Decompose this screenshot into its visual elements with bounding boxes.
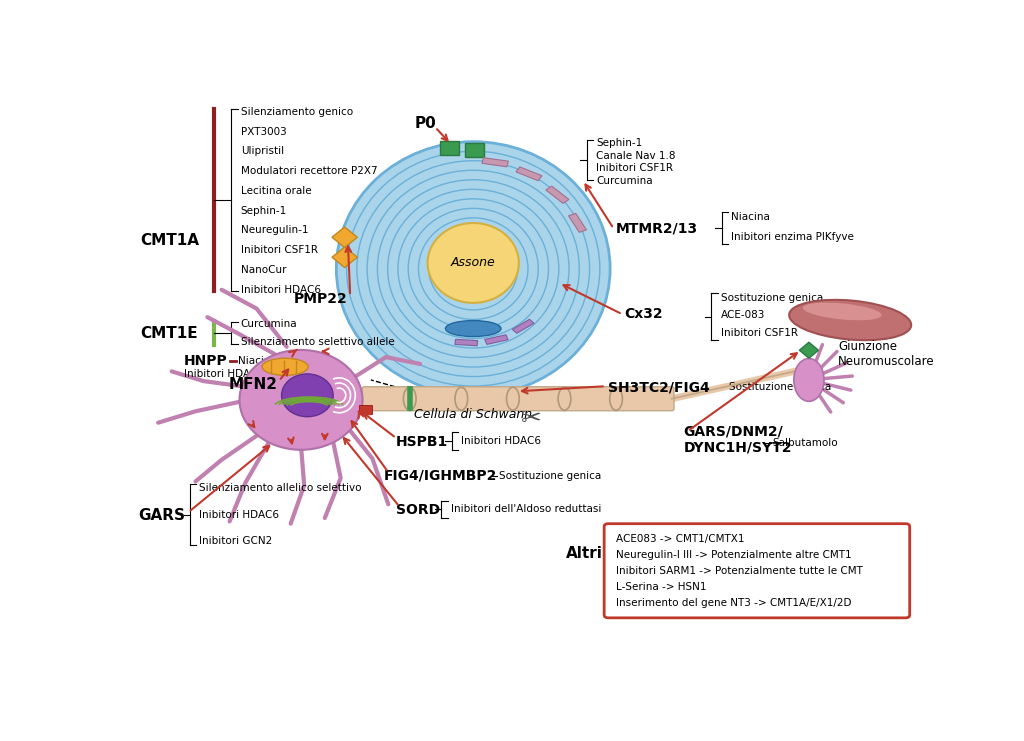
- Text: ACE-083: ACE-083: [721, 310, 765, 320]
- Text: PMP22: PMP22: [294, 292, 348, 306]
- Ellipse shape: [282, 374, 333, 416]
- Text: Inibitori GCN2: Inibitori GCN2: [200, 536, 272, 546]
- Text: Inibitori HDAC6: Inibitori HDAC6: [241, 285, 321, 295]
- Text: Silenziamento genico: Silenziamento genico: [241, 107, 353, 117]
- Bar: [440, 141, 459, 155]
- Text: Inibitori CSF1R: Inibitori CSF1R: [721, 328, 798, 338]
- Bar: [465, 143, 484, 157]
- Ellipse shape: [445, 321, 501, 336]
- Bar: [359, 405, 372, 414]
- Ellipse shape: [336, 142, 610, 396]
- Text: Silenziamento selettivo allele: Silenziamento selettivo allele: [241, 336, 394, 347]
- Polygon shape: [512, 319, 535, 333]
- Ellipse shape: [794, 359, 824, 402]
- Text: Sostituzione genica: Sostituzione genica: [721, 293, 823, 303]
- Text: ACE083 -> CMT1/CMTX1: ACE083 -> CMT1/CMTX1: [616, 534, 744, 544]
- Text: Curcumina: Curcumina: [596, 176, 653, 186]
- Text: ✂: ✂: [520, 407, 542, 431]
- Text: Lecitina orale: Lecitina orale: [241, 186, 311, 196]
- Text: Sephin-1: Sephin-1: [596, 138, 642, 148]
- Text: HSPB1: HSPB1: [396, 434, 449, 448]
- Text: Canale Nav 1.8: Canale Nav 1.8: [596, 150, 676, 161]
- Text: CMT1A: CMT1A: [139, 233, 199, 247]
- Polygon shape: [568, 213, 587, 233]
- Text: Neuregulin-1: Neuregulin-1: [241, 225, 308, 236]
- Text: Inibitori CSF1R: Inibitori CSF1R: [596, 163, 673, 173]
- Text: Niacina: Niacina: [731, 213, 770, 222]
- Text: PXT3003: PXT3003: [241, 127, 287, 136]
- FancyBboxPatch shape: [604, 524, 909, 618]
- Text: Inibitori SARM1 -> Potenzialmente tutte le CMT: Inibitori SARM1 -> Potenzialmente tutte …: [616, 566, 863, 576]
- Text: Sostituzione genica: Sostituzione genica: [499, 471, 601, 481]
- Text: Giunzione
Neuromuscolare: Giunzione Neuromuscolare: [839, 340, 935, 368]
- Text: Inibitori HDAC6: Inibitori HDAC6: [461, 436, 542, 446]
- Text: Inibitori enzima PIKfyve: Inibitori enzima PIKfyve: [731, 232, 854, 242]
- Text: Inibitori HDAC6: Inibitori HDAC6: [200, 510, 280, 519]
- Text: Sostituzione genica: Sostituzione genica: [729, 382, 831, 392]
- Ellipse shape: [558, 388, 570, 411]
- Text: Cellula di Schwann: Cellula di Schwann: [414, 408, 532, 421]
- Text: Altri: Altri: [565, 546, 602, 562]
- Text: NanoCur: NanoCur: [241, 265, 286, 275]
- Ellipse shape: [262, 358, 308, 376]
- FancyBboxPatch shape: [562, 387, 618, 411]
- Ellipse shape: [240, 350, 362, 450]
- Polygon shape: [332, 227, 357, 247]
- Text: P0: P0: [415, 116, 436, 130]
- Text: Salbutamolo: Salbutamolo: [772, 438, 838, 448]
- Text: SH3TC2/FIG4: SH3TC2/FIG4: [608, 380, 710, 394]
- Ellipse shape: [428, 223, 519, 303]
- Polygon shape: [332, 247, 357, 268]
- Ellipse shape: [790, 300, 911, 340]
- FancyBboxPatch shape: [511, 387, 567, 411]
- Polygon shape: [484, 335, 508, 345]
- Polygon shape: [516, 167, 542, 181]
- Text: L-Serina -> HSN1: L-Serina -> HSN1: [616, 582, 707, 592]
- Text: Assone: Assone: [451, 256, 496, 270]
- Text: MFN2: MFN2: [228, 377, 278, 392]
- Polygon shape: [546, 186, 569, 203]
- Ellipse shape: [803, 302, 882, 320]
- Polygon shape: [455, 339, 477, 346]
- Text: Inserimento del gene NT3 -> CMT1A/E/X1/2D: Inserimento del gene NT3 -> CMT1A/E/X1/2…: [616, 598, 852, 608]
- Polygon shape: [800, 342, 818, 358]
- Ellipse shape: [507, 388, 519, 411]
- Text: MTMR2/13: MTMR2/13: [616, 222, 698, 236]
- Text: Silenziamento allelico selettivo: Silenziamento allelico selettivo: [200, 483, 361, 494]
- Text: GARS/DNM2/
DYNC1H/SYT2: GARS/DNM2/ DYNC1H/SYT2: [684, 425, 792, 455]
- Text: Ulipristil: Ulipristil: [241, 146, 284, 156]
- FancyBboxPatch shape: [408, 387, 464, 411]
- Text: HNPP: HNPP: [184, 354, 228, 368]
- Text: Inibitori dell'Aldoso reduttasi: Inibitori dell'Aldoso reduttasi: [451, 505, 601, 514]
- Text: Sephin-1: Sephin-1: [241, 206, 287, 216]
- Ellipse shape: [455, 388, 468, 411]
- Text: Cx32: Cx32: [624, 308, 663, 322]
- FancyBboxPatch shape: [362, 387, 412, 411]
- Text: Neuregulin-I III -> Potenzialmente altre CMT1: Neuregulin-I III -> Potenzialmente altre…: [616, 550, 852, 560]
- Text: Inibitori CSF1R: Inibitori CSF1R: [241, 245, 317, 255]
- Text: CMT1E: CMT1E: [140, 325, 198, 341]
- Text: Inibitori HDAC6: Inibitori HDAC6: [184, 369, 264, 379]
- Ellipse shape: [403, 388, 416, 411]
- Ellipse shape: [609, 388, 623, 411]
- Polygon shape: [482, 158, 508, 167]
- FancyBboxPatch shape: [459, 387, 515, 411]
- Text: Curcumina: Curcumina: [241, 319, 297, 329]
- Text: Niacina: Niacina: [238, 356, 276, 366]
- Text: FIG4/IGHMBP2: FIG4/IGHMBP2: [384, 469, 497, 483]
- Text: GARS: GARS: [138, 508, 185, 523]
- FancyBboxPatch shape: [613, 387, 674, 411]
- Text: SORD: SORD: [396, 503, 440, 517]
- Text: Modulatori recettore P2X7: Modulatori recettore P2X7: [241, 166, 377, 176]
